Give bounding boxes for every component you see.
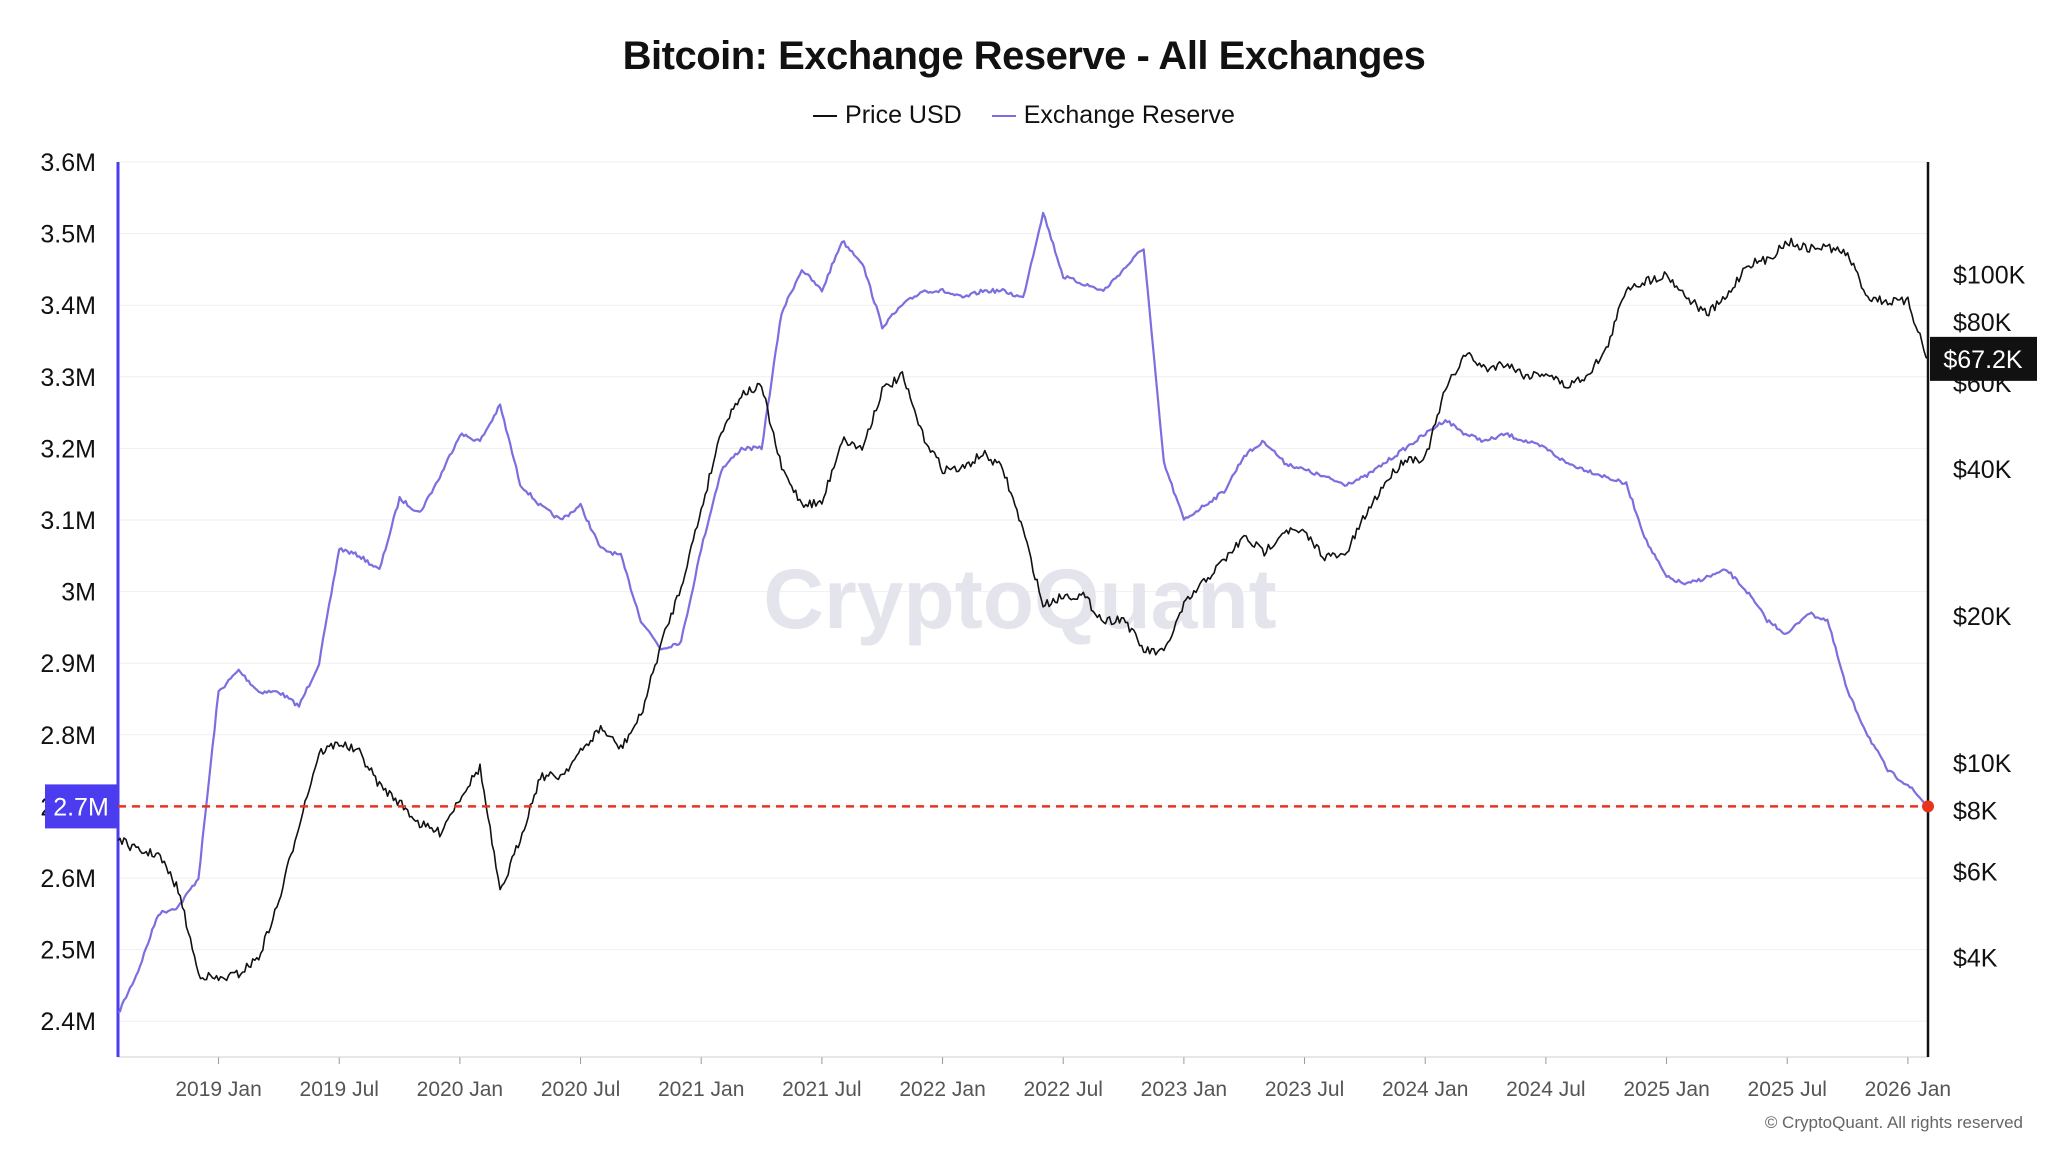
legend-label-price: Price USD <box>845 101 962 129</box>
x-tick-label: 2021 Jul <box>782 1078 861 1101</box>
x-tick-label: 2022 Jan <box>899 1078 985 1101</box>
legend-swatch-price <box>813 114 838 117</box>
x-tick-label: 2026 Jan <box>1865 1078 1951 1101</box>
legend-label-reserve: Exchange Reserve <box>1023 101 1235 129</box>
left-tick-label: 2.6M <box>40 865 96 893</box>
right-tick-label: $4K <box>1953 944 1998 972</box>
x-tick-label: 2025 Jul <box>1748 1078 1827 1101</box>
x-tick-label: 2019 Jan <box>175 1078 261 1101</box>
right-tick-label: $40K <box>1953 456 2012 484</box>
left-tick-label: 3.4M <box>40 292 96 320</box>
price-badge-label: $67.2K <box>1943 346 2023 374</box>
x-tick-label: 2023 Jul <box>1265 1078 1344 1101</box>
left-tick-label: 3.1M <box>40 507 96 535</box>
watermark: CryptoQuant <box>763 552 1276 646</box>
x-tick-label: 2019 Jul <box>300 1078 379 1101</box>
legend-item-price[interactable]: Price USD <box>813 101 962 130</box>
overlays: 2.7M $67.2K <box>45 336 2037 829</box>
series-line-price-usd[interactable] <box>117 237 1929 982</box>
reserve-badge <box>45 784 118 829</box>
x-tick-label: 2021 Jan <box>658 1078 744 1101</box>
x-tick-label: 2023 Jan <box>1141 1078 1227 1101</box>
legend-item-reserve[interactable]: Exchange Reserve <box>991 101 1235 130</box>
x-tick-label: 2020 Jan <box>417 1078 503 1101</box>
x-tick-label: 2025 Jan <box>1623 1078 1709 1101</box>
right-tick-label: $10K <box>1953 750 2012 778</box>
right-tick-label: $8K <box>1953 797 1998 825</box>
left-tick-label: 3.6M <box>40 149 96 177</box>
left-tick-label: 2.8M <box>40 722 96 750</box>
axes: 3.6M 3.5M 3.4M 3.3M 3.2M 3.1M 3M 2.9M 2.8M 2.7M 2.… <box>40 149 2025 1101</box>
left-tick-label: 3M <box>61 579 96 607</box>
chart-title: Bitcoin: Exchange Reserve - All Exchange… <box>622 34 1426 78</box>
left-tick-label: 3.3M <box>40 364 96 392</box>
right-tick-label: $100K <box>1953 262 2026 290</box>
series-lines <box>117 211 1929 1014</box>
x-tick-label: 2022 Jul <box>1024 1078 1103 1101</box>
right-tick-label: $20K <box>1953 603 2012 631</box>
price-badge <box>1930 336 2037 381</box>
reserve-badge-label: 2.7M <box>53 793 109 821</box>
grid-lines <box>118 161 1928 1022</box>
right-tick-label: $80K <box>1953 309 2012 337</box>
legend-swatch-reserve <box>991 114 1016 117</box>
x-tick-label: 2020 Jul <box>541 1078 620 1101</box>
legend: Price USD Exchange Reserve <box>0 101 2048 130</box>
series-line-exchange-reserve[interactable] <box>117 211 1929 1014</box>
copyright-text: © CryptoQuant. All rights reserved <box>1764 1113 2023 1132</box>
current-value-dot <box>1922 800 1934 813</box>
left-tick-label: 2.5M <box>40 937 96 965</box>
right-tick-label: $6K <box>1953 858 1998 886</box>
x-tick-label: 2024 Jan <box>1382 1078 1468 1101</box>
left-tick-label: 3.5M <box>40 221 96 249</box>
x-tick-label: 2024 Jul <box>1506 1078 1585 1101</box>
left-tick-label: 2.9M <box>40 650 96 678</box>
left-tick-label: 2.4M <box>40 1008 96 1036</box>
left-tick-label: 3.2M <box>40 435 96 463</box>
